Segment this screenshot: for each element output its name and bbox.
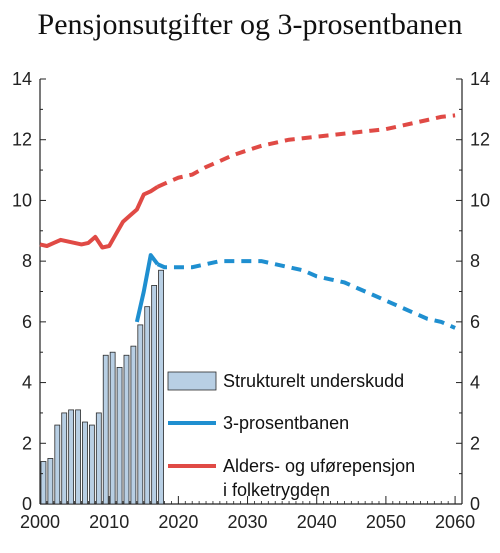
y-tick-label-right: 6 — [470, 312, 480, 332]
legend-bar-label: Strukturelt underskudd — [223, 371, 404, 391]
bar-series — [40, 269, 164, 505]
bar-structural-deficit — [158, 269, 164, 505]
y-tick-label-right: 8 — [470, 251, 480, 271]
bar-structural-deficit — [75, 409, 81, 505]
bar-structural-deficit — [47, 458, 54, 505]
axis-ticks: 0 2 4 6 8 10 12 14 0 2 4 6 8 10 12 14 2000 2010 2020 2030 20… — [12, 69, 490, 532]
x-tick-label: 2020 — [158, 512, 198, 532]
bar-structural-deficit — [68, 409, 75, 505]
y-tick-label-right: 12 — [470, 130, 490, 150]
y-tick-label-left: 0 — [22, 494, 32, 514]
bar-structural-deficit — [151, 285, 158, 505]
y-tick-label-left: 8 — [22, 251, 32, 271]
y-tick-label-left: 6 — [22, 312, 32, 332]
y-tick-label-right: 4 — [470, 373, 480, 393]
bar-structural-deficit — [130, 345, 137, 505]
y-tick-label-left: 10 — [12, 190, 32, 210]
line-3pct-path-historical — [134, 253, 160, 323]
bar-structural-deficit — [95, 412, 102, 505]
x-tick-label: 2030 — [228, 512, 268, 532]
x-tick-label: 2000 — [20, 512, 60, 532]
bar-structural-deficit — [116, 366, 123, 505]
line-3pct-path-projection — [156, 259, 456, 330]
y-tick-label-right: 10 — [470, 190, 490, 210]
legend-bar-swatch — [167, 371, 217, 391]
y-tick-label-right: 14 — [470, 69, 490, 89]
y-tick-label-right: 0 — [470, 494, 480, 514]
y-tick-label-left: 12 — [12, 130, 32, 150]
x-tick-label: 2060 — [435, 512, 475, 532]
bar-structural-deficit — [88, 424, 95, 505]
legend-pension-label-1: Alders- og uførepensjon — [223, 456, 415, 476]
x-tick-label: 2040 — [297, 512, 337, 532]
legend-pension-label-2: i folketrygden — [223, 480, 330, 500]
chart-title: Pensjonsutgifter og 3-prosentbanen — [37, 8, 463, 41]
line-pension-path-historical — [39, 185, 159, 250]
line-series — [39, 113, 456, 330]
bar-structural-deficit — [144, 306, 151, 505]
line-pension-path-projection — [156, 113, 456, 189]
legend: Strukturelt underskudd 3-prosentbanen Al… — [167, 371, 415, 500]
bar-structural-deficit — [61, 412, 68, 505]
bar-structural-deficit — [123, 354, 130, 505]
bar-structural-deficit — [54, 424, 61, 505]
x-tick-label: 2050 — [366, 512, 406, 532]
x-tick-label: 2010 — [89, 512, 129, 532]
y-tick-label-right: 2 — [470, 433, 480, 453]
y-tick-label-left: 14 — [12, 69, 32, 89]
bar-structural-deficit — [40, 461, 47, 505]
bar-structural-deficit — [109, 351, 116, 505]
bar-structural-deficit — [137, 324, 144, 505]
bar-structural-deficit — [82, 421, 88, 505]
legend-3pct-label: 3-prosentbanen — [223, 413, 349, 433]
bar-structural-deficit — [102, 354, 109, 505]
y-tick-label-left: 2 — [22, 433, 32, 453]
y-tick-label-left: 4 — [22, 373, 32, 393]
